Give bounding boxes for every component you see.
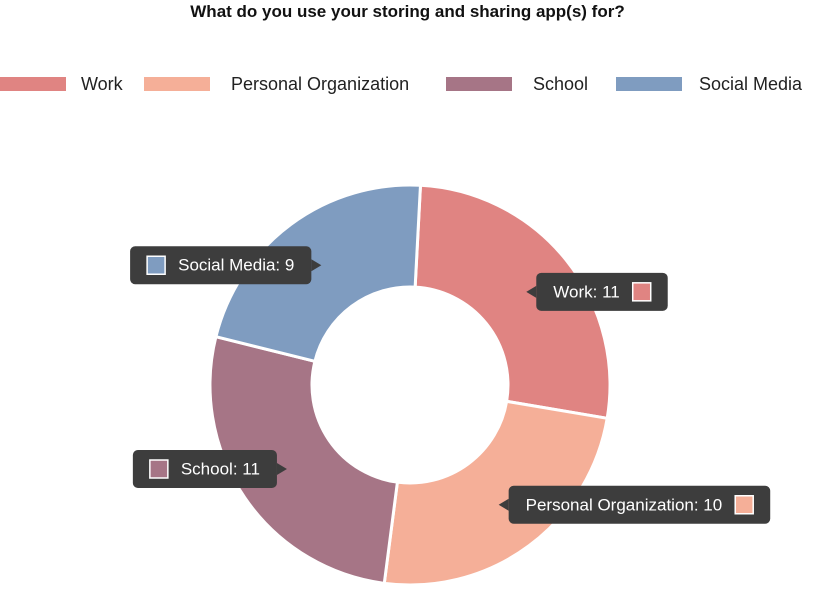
data-label-pointer <box>276 463 287 476</box>
slice-school[interactable] <box>208 334 400 586</box>
data-label-pointer <box>498 498 509 511</box>
legend-item-social-media[interactable]: Social Media <box>616 72 802 96</box>
donut-slices <box>208 183 612 587</box>
chart-title: What do you use your storing and sharing… <box>190 2 625 21</box>
legend-item-school[interactable]: School <box>446 72 588 96</box>
data-label-swatch <box>146 255 166 275</box>
data-label-text: Social Media: 9 <box>178 256 294 275</box>
data-label-box <box>508 485 771 524</box>
legend-swatch-school <box>446 77 512 91</box>
slice-work[interactable] <box>413 183 612 421</box>
legend-swatch-social-media <box>616 77 682 91</box>
data-label-school: School: 11 <box>132 450 287 489</box>
legend-label-school: School <box>533 73 589 94</box>
legend: Work Personal Organization School Social… <box>0 72 815 96</box>
data-label-pointer <box>311 259 322 272</box>
data-label-box <box>132 450 277 489</box>
data-labels: Work: 11 Personal Organization: 10 School:… <box>130 246 771 524</box>
legend-item-personal-organization[interactable]: Personal Organization <box>144 72 409 96</box>
data-label-work: Work: 11 <box>526 272 668 311</box>
data-label-text: School: 11 <box>181 460 260 479</box>
data-label-personal-organization: Personal Organization: 10 <box>498 485 771 524</box>
legend-label-social-media: Social Media <box>699 73 803 94</box>
data-label-swatch <box>149 459 169 479</box>
legend-label-work: Work <box>81 73 123 94</box>
legend-swatch-work <box>0 77 66 91</box>
data-label-social-media: Social Media: 9 <box>130 246 322 285</box>
data-label-text: Work: 11 <box>553 282 619 301</box>
legend-label-personal-organization: Personal Organization <box>231 73 410 94</box>
legend-item-work[interactable]: Work <box>0 72 123 96</box>
data-label-swatch <box>734 495 754 515</box>
legend-swatch-personal-organization <box>144 77 210 91</box>
data-label-box <box>130 246 312 285</box>
data-label-swatch <box>631 282 652 302</box>
data-label-pointer <box>526 285 537 298</box>
data-label-text: Personal Organization: 10 <box>526 495 723 514</box>
